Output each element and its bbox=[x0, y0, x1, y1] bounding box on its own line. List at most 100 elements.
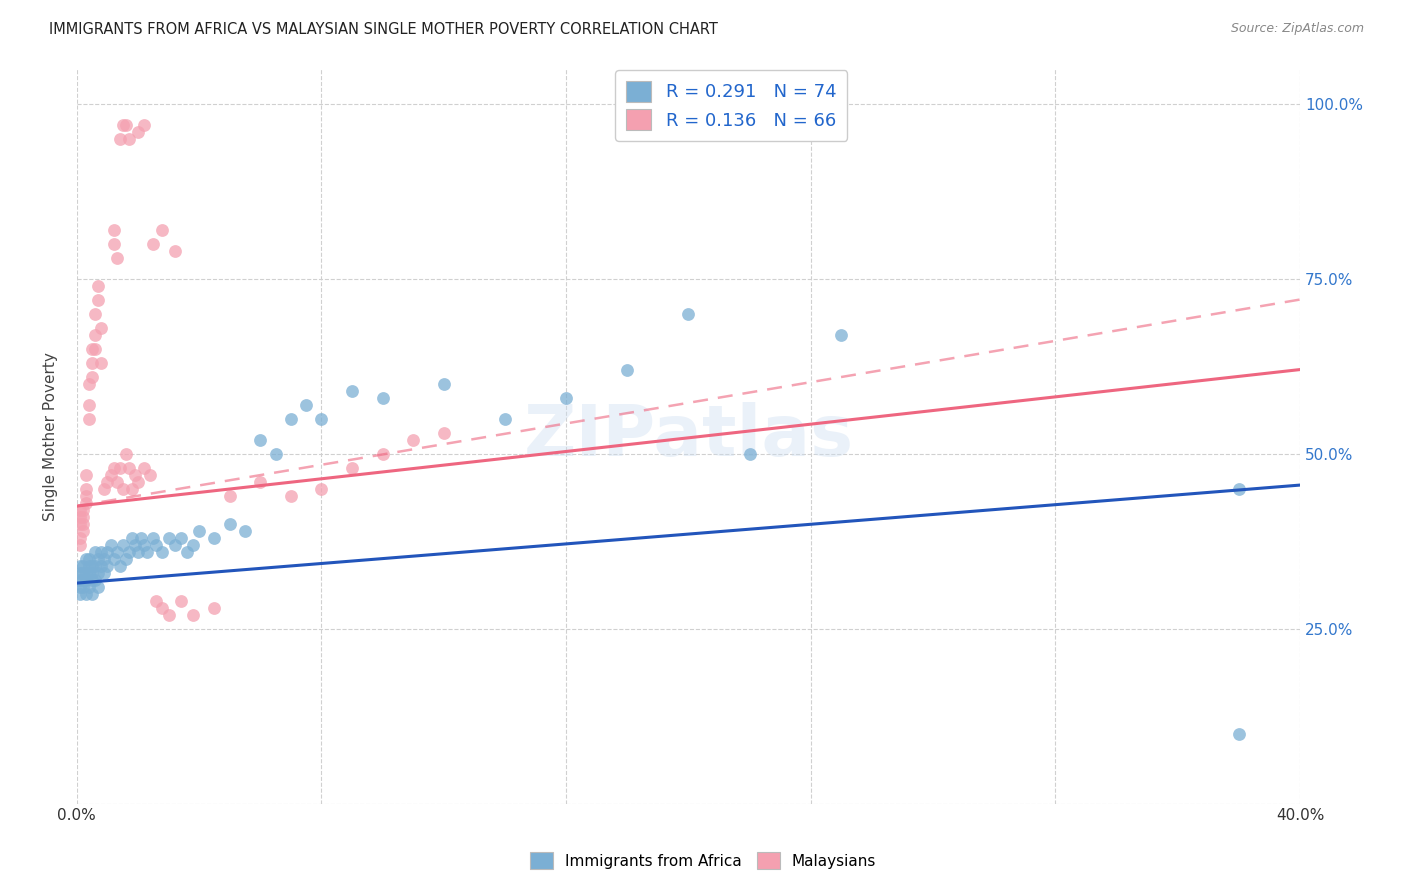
Point bbox=[127, 544, 149, 558]
Point bbox=[127, 475, 149, 489]
Point bbox=[77, 558, 100, 573]
Point bbox=[75, 573, 97, 587]
Point bbox=[218, 516, 240, 531]
Point bbox=[136, 544, 159, 558]
Point bbox=[830, 327, 852, 342]
Point bbox=[433, 425, 456, 440]
Point bbox=[84, 342, 107, 356]
Point bbox=[75, 566, 97, 580]
Point bbox=[295, 398, 318, 412]
Point bbox=[371, 446, 394, 460]
Point bbox=[103, 460, 125, 475]
Point bbox=[87, 551, 110, 566]
Point bbox=[616, 362, 638, 376]
Point bbox=[105, 544, 128, 558]
Point bbox=[233, 524, 256, 538]
Point bbox=[204, 600, 226, 615]
Point bbox=[82, 355, 104, 369]
Point bbox=[77, 580, 100, 594]
Point bbox=[82, 342, 104, 356]
Point bbox=[555, 391, 578, 405]
Point bbox=[69, 516, 91, 531]
Point bbox=[134, 538, 156, 552]
Point bbox=[93, 551, 115, 566]
Point bbox=[494, 411, 516, 425]
Point bbox=[114, 551, 136, 566]
Point bbox=[87, 566, 110, 580]
Point bbox=[264, 446, 287, 460]
Point bbox=[157, 607, 180, 622]
Point bbox=[90, 544, 112, 558]
Point bbox=[77, 551, 100, 566]
Point bbox=[249, 433, 271, 447]
Point bbox=[69, 502, 91, 516]
Point bbox=[93, 566, 115, 580]
Point bbox=[111, 538, 134, 552]
Point bbox=[82, 558, 104, 573]
Point bbox=[163, 244, 186, 258]
Point bbox=[124, 538, 146, 552]
Point bbox=[114, 118, 136, 132]
Point bbox=[84, 573, 107, 587]
Point bbox=[100, 538, 122, 552]
Point bbox=[87, 580, 110, 594]
Legend: Immigrants from Africa, Malaysians: Immigrants from Africa, Malaysians bbox=[523, 846, 883, 875]
Point bbox=[142, 531, 165, 545]
Point bbox=[72, 558, 94, 573]
Point bbox=[157, 531, 180, 545]
Point bbox=[105, 251, 128, 265]
Point bbox=[69, 573, 91, 587]
Point bbox=[72, 573, 94, 587]
Point bbox=[103, 222, 125, 236]
Point bbox=[72, 524, 94, 538]
Point bbox=[69, 509, 91, 524]
Point bbox=[75, 482, 97, 496]
Point bbox=[93, 482, 115, 496]
Point bbox=[72, 580, 94, 594]
Point bbox=[129, 531, 152, 545]
Point bbox=[82, 369, 104, 384]
Point bbox=[108, 460, 131, 475]
Point bbox=[152, 544, 174, 558]
Point bbox=[69, 531, 91, 545]
Point bbox=[118, 460, 141, 475]
Point bbox=[124, 467, 146, 482]
Point bbox=[181, 607, 204, 622]
Point bbox=[69, 580, 91, 594]
Point bbox=[111, 482, 134, 496]
Point bbox=[249, 475, 271, 489]
Point bbox=[77, 376, 100, 391]
Point bbox=[96, 544, 118, 558]
Point bbox=[170, 531, 193, 545]
Legend: R = 0.291   N = 74, R = 0.136   N = 66: R = 0.291 N = 74, R = 0.136 N = 66 bbox=[616, 70, 848, 141]
Point bbox=[127, 124, 149, 138]
Point bbox=[108, 558, 131, 573]
Point bbox=[1227, 482, 1250, 496]
Point bbox=[77, 398, 100, 412]
Point bbox=[145, 538, 167, 552]
Point bbox=[204, 531, 226, 545]
Point bbox=[280, 489, 302, 503]
Point bbox=[311, 411, 333, 425]
Point bbox=[69, 558, 91, 573]
Point bbox=[139, 467, 162, 482]
Point bbox=[96, 475, 118, 489]
Text: Source: ZipAtlas.com: Source: ZipAtlas.com bbox=[1230, 22, 1364, 36]
Point bbox=[170, 593, 193, 607]
Point bbox=[84, 327, 107, 342]
Point bbox=[121, 531, 143, 545]
Point bbox=[108, 131, 131, 145]
Point bbox=[218, 489, 240, 503]
Point bbox=[75, 586, 97, 600]
Point bbox=[371, 391, 394, 405]
Y-axis label: Single Mother Poverty: Single Mother Poverty bbox=[44, 351, 58, 521]
Point bbox=[72, 509, 94, 524]
Point bbox=[134, 118, 156, 132]
Text: IMMIGRANTS FROM AFRICA VS MALAYSIAN SINGLE MOTHER POVERTY CORRELATION CHART: IMMIGRANTS FROM AFRICA VS MALAYSIAN SING… bbox=[49, 22, 718, 37]
Point bbox=[72, 566, 94, 580]
Point bbox=[75, 551, 97, 566]
Point bbox=[77, 566, 100, 580]
Point bbox=[82, 573, 104, 587]
Point bbox=[84, 307, 107, 321]
Point bbox=[69, 538, 91, 552]
